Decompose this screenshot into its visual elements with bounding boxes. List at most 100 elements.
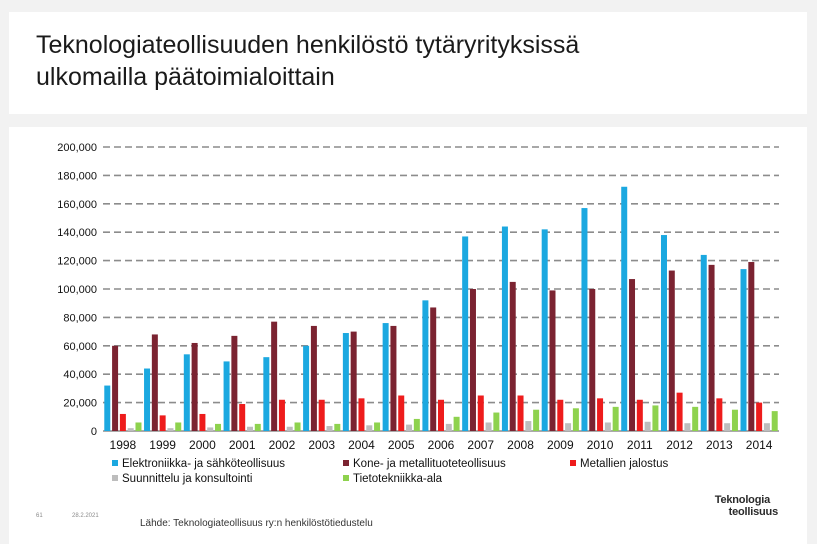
legend-label: Suunnittelu ja konsultointi [122,473,252,485]
bar [525,421,532,431]
x-tick-label: 2009 [547,438,574,452]
x-tick-label: 2003 [308,438,335,452]
bar [374,422,381,431]
bar [326,426,333,431]
bar [501,226,508,431]
bar [652,405,659,431]
slide-title: Teknologiateollisuuden henkilöstö tytäry… [36,29,579,93]
x-tick-label: 2012 [666,438,693,452]
x-tick-label: 2007 [467,438,494,452]
footer-date: 28.2.2021 [72,513,99,519]
bar [294,422,301,431]
bar [191,342,198,431]
y-tick-label: 180,000 [57,170,97,182]
y-tick-label: 20,000 [63,398,97,410]
chart-panel: 0 20,000 40,000 60,000 80,000 100,000 120,000 1… [9,127,807,544]
bar [318,399,325,431]
bar [660,235,667,431]
bar [342,333,349,431]
bar [271,321,278,431]
legend-swatch [343,460,349,466]
bar [231,335,238,431]
x-tick-label: 2005 [388,438,415,452]
bar [366,425,373,431]
bar [246,426,253,431]
bar [676,392,683,431]
bar [509,281,516,431]
bar [167,428,174,431]
bar [119,413,126,431]
logo-text-line-2: teollisuus [728,506,779,518]
x-tick-label: 1998 [110,438,137,452]
legend-label: Tietotekniikka-ala [353,473,443,485]
title-line-2: ulkomailla päätoimialoittain [36,63,335,91]
y-tick-label: 140,000 [57,227,97,239]
bar [175,422,182,431]
legend-label: Kone- ja metallituoteteollisuus [353,458,506,470]
bar [144,368,151,431]
bar [350,331,357,431]
bar [215,423,222,431]
bar [390,325,397,431]
bar [286,426,293,431]
bar [565,423,572,431]
bar [239,404,246,431]
bar [708,264,715,431]
bar [724,423,731,431]
y-tick-label: 200,000 [57,142,97,154]
bar [581,208,588,431]
bar [453,416,460,431]
x-tick-label: 2010 [587,438,614,452]
x-tick-label: 2011 [627,438,653,452]
x-tick-label: 2004 [348,438,375,452]
bar [104,385,111,431]
bar [589,289,596,431]
x-tick-label: 2000 [189,438,216,452]
bar [207,427,214,431]
bar [533,409,540,431]
bar [445,423,452,431]
bar [700,254,707,431]
bar-chart: 0 20,000 40,000 60,000 80,000 100,000 120,000 1… [57,142,779,485]
bar [541,229,548,431]
bar [485,422,492,431]
bar [731,409,738,431]
legend-swatch [112,475,118,481]
title-panel: Teknologiateollisuuden henkilöstö tytäry… [9,12,807,114]
bar [199,413,206,431]
bar [310,325,317,431]
bar [549,290,556,431]
company-logo: Teknologia teollisuus [690,494,780,520]
bar [151,334,158,431]
bar [127,428,134,431]
bar [748,262,755,431]
bar [334,423,341,431]
legend-swatch [112,460,118,466]
bar [159,415,166,431]
x-tick-label: 2014 [746,438,773,452]
bar [469,289,476,431]
y-tick-label: 40,000 [63,369,97,381]
x-tick-label: 2008 [507,438,534,452]
x-tick-label: 2001 [229,438,256,452]
bar [303,345,310,431]
bar [668,270,675,431]
bar [135,422,142,431]
bar [517,395,524,431]
legend-swatch [570,460,576,466]
bar [438,399,444,431]
bar [223,361,230,431]
y-tick-label: 80,000 [63,312,97,324]
x-tick-label: 2002 [269,438,296,452]
bar [771,411,778,431]
bar [112,345,119,431]
legend-label: Elektroniikka- ja sähköteollisuus [122,458,285,470]
y-tick-label: 160,000 [57,199,97,211]
bar [263,357,270,431]
bar [597,398,604,431]
bar [621,186,628,431]
bar [636,399,643,431]
bar [493,412,500,431]
bar [183,354,190,431]
bar [254,423,261,431]
